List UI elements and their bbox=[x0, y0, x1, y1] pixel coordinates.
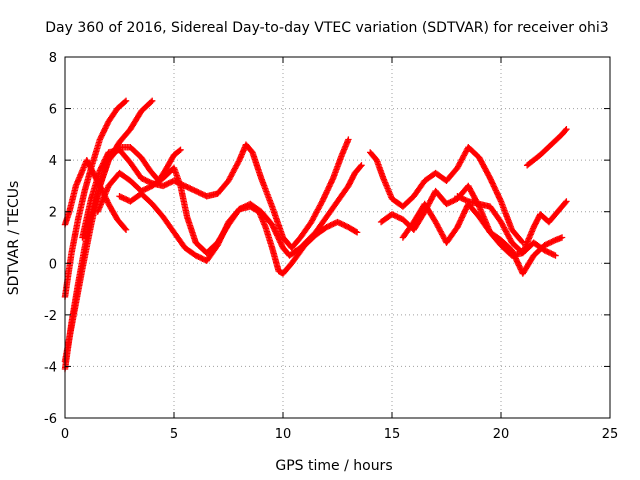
data-point bbox=[149, 97, 156, 105]
data-point bbox=[558, 234, 566, 241]
chart-title: Day 360 of 2016, Sidereal Day-to-day VTE… bbox=[45, 20, 608, 36]
data-point bbox=[563, 126, 570, 133]
data-point bbox=[357, 163, 364, 170]
y-tick-label: 4 bbox=[49, 154, 57, 169]
data-series-track-12 bbox=[523, 126, 570, 169]
data-point bbox=[121, 225, 129, 232]
data-point bbox=[353, 229, 361, 236]
x-tick-label: 15 bbox=[384, 427, 401, 442]
data-series-track-10 bbox=[399, 200, 566, 277]
data-point bbox=[562, 199, 569, 206]
data-point bbox=[147, 98, 155, 106]
x-tick-label: 5 bbox=[170, 427, 178, 442]
x-tick-label: 0 bbox=[61, 427, 69, 442]
data-series-track-7 bbox=[116, 190, 361, 277]
x-tick-label: 25 bbox=[602, 427, 619, 442]
data-point bbox=[358, 162, 365, 169]
y-tick-label: 2 bbox=[49, 206, 57, 221]
data-point bbox=[176, 147, 183, 154]
data-series-track-11 bbox=[454, 193, 570, 257]
data-point bbox=[122, 97, 130, 105]
y-axis-label: SDTVAR / TECUs bbox=[6, 181, 22, 296]
y-tick-label: 6 bbox=[49, 103, 57, 118]
data-point bbox=[352, 228, 360, 235]
y-tick-label: -2 bbox=[44, 309, 57, 324]
y-tick-label: -6 bbox=[44, 412, 57, 427]
data-point bbox=[563, 198, 570, 205]
data-series-track-8 bbox=[367, 144, 526, 246]
data-point bbox=[562, 127, 569, 134]
plot-frame bbox=[64, 56, 611, 419]
data-point bbox=[552, 252, 559, 259]
x-tick-label: 20 bbox=[493, 427, 510, 442]
data-points bbox=[61, 97, 570, 373]
data-series-track-2 bbox=[61, 97, 130, 301]
axis-ticks: 0 5 10 15 20 25 -6 -4 -2 0 2 4 6 8 bbox=[44, 51, 618, 442]
data-point bbox=[345, 136, 352, 143]
data-point bbox=[518, 238, 526, 245]
y-tick-label: 0 bbox=[49, 257, 57, 272]
y-tick-label: 8 bbox=[49, 51, 57, 66]
y-tick-label: -4 bbox=[44, 360, 57, 375]
x-axis-label: GPS time / hours bbox=[275, 458, 392, 474]
data-point bbox=[177, 146, 184, 154]
x-tick-label: 10 bbox=[275, 427, 292, 442]
data-point bbox=[121, 98, 129, 106]
data-point bbox=[122, 226, 130, 233]
